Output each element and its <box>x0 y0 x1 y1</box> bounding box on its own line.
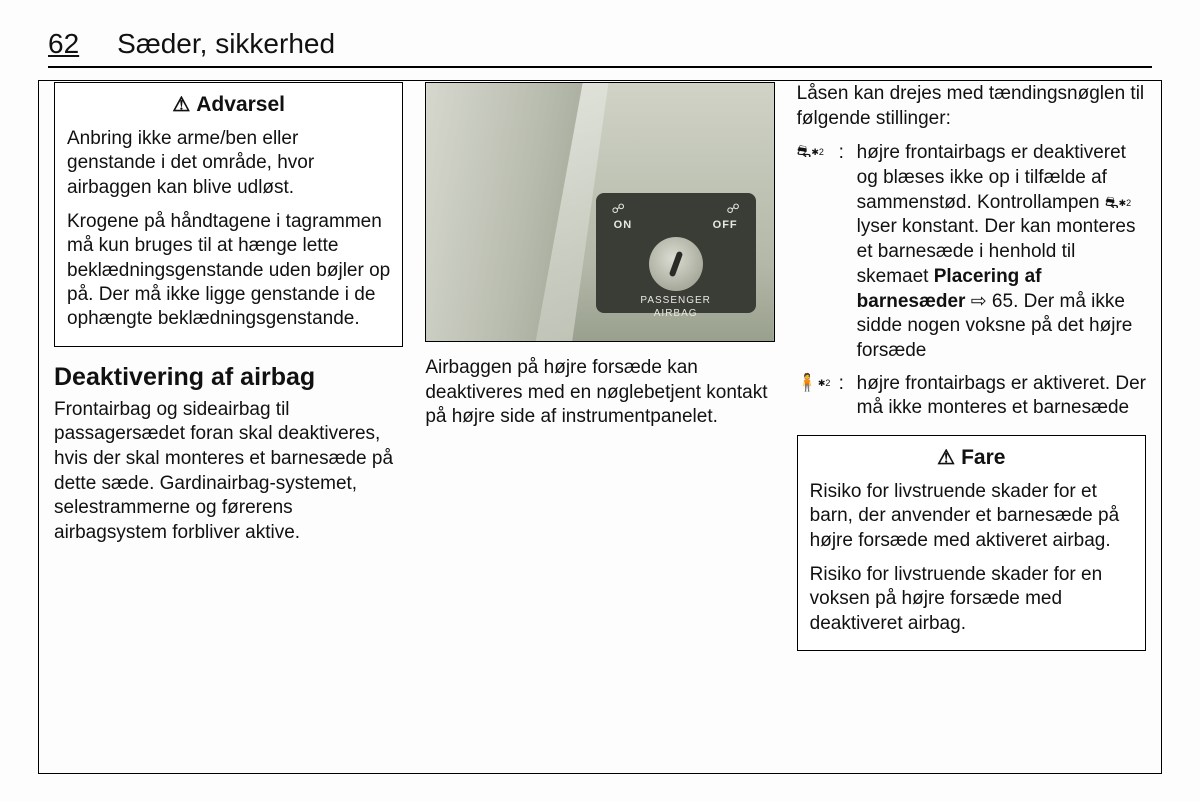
inline-indicator-icon: ⛐✱2 <box>1105 194 1131 215</box>
figure-switch-knob <box>649 237 703 291</box>
warning-title: Advarsel <box>196 93 285 117</box>
warning-paragraph: Anbring ikke arme/ben eller genstande i … <box>67 127 390 200</box>
warning-icon: ⚠ <box>172 95 190 115</box>
position-item: ⛐✱2 : højre frontairbags er deaktiveret … <box>797 141 1146 363</box>
position-item: 🧍✱2 : højre frontairbags er aktiveret. D… <box>797 372 1146 421</box>
position-body: højre frontairbags er deaktiveret og blæ… <box>857 141 1146 363</box>
chapter-title: Sæder, sikkerhed <box>117 28 335 60</box>
danger-title-row: ⚠ Fare <box>810 446 1133 470</box>
section-heading: Deaktivering af airbag <box>54 363 403 392</box>
col3-intro: Låsen kan drejes med tændingsnøglen til … <box>797 82 1146 131</box>
figure-off-label: OFF <box>713 219 738 231</box>
figure-sub2: AIRBAG <box>596 308 756 319</box>
danger-paragraph: Risiko for livstruende skader for et bar… <box>810 480 1133 553</box>
column-2: ☍ ☍ ON OFF PASSENGER AIRBAG Airbaggen på… <box>425 82 774 667</box>
column-3: Låsen kan drejes med tændingsnøglen til … <box>797 82 1146 667</box>
warning-icon: ⚠ <box>937 448 955 468</box>
position-list: ⛐✱2 : højre frontairbags er deaktiveret … <box>797 141 1146 421</box>
content-columns: ⚠ Advarsel Anbring ikke arme/ben eller g… <box>48 82 1152 667</box>
inline-sym-glyph: ⛐ <box>1105 195 1119 212</box>
column-1: ⚠ Advarsel Anbring ikke arme/ben eller g… <box>54 82 403 667</box>
figure-caption: Airbaggen på højre forsæde kan deaktiver… <box>425 356 774 430</box>
ref-arrow-icon: ⇨ <box>965 291 991 312</box>
position-body: højre frontairbags er aktiveret. Der må … <box>857 372 1146 421</box>
panel-icon-right: ☍ <box>726 201 739 217</box>
position-colon: : <box>839 372 849 421</box>
pos-symbol-sub: ✱2 <box>818 378 831 388</box>
pos-text-before: højre frontairbags er deaktiveret og blæ… <box>857 142 1126 212</box>
figure-switch-labels: ON OFF <box>596 219 756 231</box>
danger-box: ⚠ Fare Risiko for livstruende skader for… <box>797 435 1146 651</box>
section-body: Frontairbag og sideairbag til passagersæ… <box>54 398 403 546</box>
warning-box: ⚠ Advarsel Anbring ikke arme/ben eller g… <box>54 82 403 347</box>
page-header: 62 Sæder, sikkerhed <box>48 28 1152 68</box>
figure-on-label: ON <box>614 219 633 231</box>
position-symbol-off: ⛐✱2 <box>797 141 831 363</box>
danger-title: Fare <box>961 446 1005 470</box>
position-colon: : <box>839 141 849 363</box>
figure-switch-panel: ☍ ☍ ON OFF PASSENGER AIRBAG <box>596 193 756 313</box>
figure-panel-icons: ☍ ☍ <box>596 201 756 219</box>
pos-symbol-glyph: ⛐ <box>797 142 812 161</box>
airbag-switch-figure: ☍ ☍ ON OFF PASSENGER AIRBAG <box>425 82 774 342</box>
figure-sub1: PASSENGER <box>596 295 756 306</box>
pos-symbol-glyph: 🧍 <box>797 373 818 392</box>
ref-page-number: 65 <box>992 291 1013 312</box>
position-symbol-on: 🧍✱2 <box>797 372 831 421</box>
warning-title-row: ⚠ Advarsel <box>67 93 390 117</box>
figure-dashboard <box>426 83 582 341</box>
inline-sym-sub: ✱2 <box>1119 198 1132 208</box>
pos-symbol-sub: ✱2 <box>811 147 824 157</box>
warning-paragraph: Krogene på håndtagene i tagrammen må kun… <box>67 210 390 332</box>
page-number: 62 <box>48 28 79 60</box>
danger-paragraph: Risiko for livstruende skader for en vok… <box>810 563 1133 636</box>
panel-icon-left: ☍ <box>612 201 625 217</box>
